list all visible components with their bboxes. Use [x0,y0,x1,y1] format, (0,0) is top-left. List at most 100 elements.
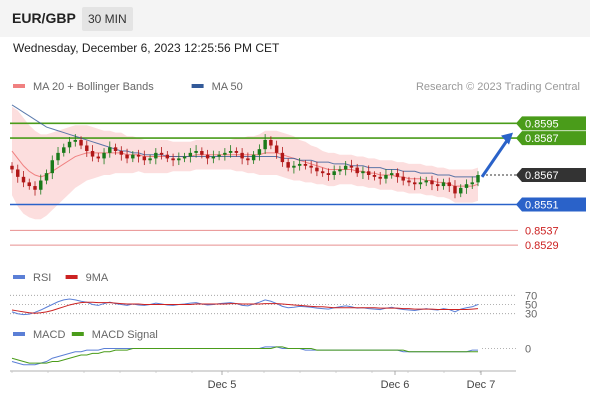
candle-body-69 [407,180,411,183]
candle-body-55 [326,173,331,175]
level-label-3: 0.8551 [525,200,559,212]
candle-body-56 [332,171,336,175]
candle-6 [44,169,49,185]
candle-body-45 [269,139,273,146]
candle-body-65 [384,175,388,179]
candle-31 [188,148,193,163]
candle-body-2 [21,176,26,183]
candle-body-15 [96,156,101,159]
rsi-legend-label-0: RSI [33,272,51,284]
candle-body-24 [148,158,152,161]
candle-22 [136,149,141,163]
candle-59 [349,159,354,173]
rsi-legend-swatch-0 [13,275,25,279]
candle-13 [85,140,89,157]
candle-body-35 [211,156,216,159]
candle-29 [177,152,181,166]
candle-67 [395,168,400,183]
timeframe-button[interactable]: 30 MIN [82,7,133,31]
candle-23 [142,150,147,166]
candle-56 [332,165,336,180]
rsi-series-1 [11,301,479,314]
candle-25 [154,148,158,165]
candle-body-42 [251,154,256,161]
candle-body-29 [177,158,181,161]
candle-body-50 [297,163,302,166]
candle-32 [194,145,198,158]
candle-body-25 [154,152,158,159]
candle-18 [113,143,118,155]
rsi-legend-label-1: 9MA [86,272,109,284]
rsi-series-0 [11,298,479,316]
candle-body-51 [303,163,308,166]
candle-33 [200,147,204,159]
candle-body-38 [228,151,233,153]
level-label-5: 0.8529 [525,240,559,252]
ma20-line [11,150,479,187]
candle-74 [436,178,440,191]
level-label-1: 0.8587 [525,133,559,145]
candle-body-54 [320,171,325,174]
candle-body-33 [200,151,204,155]
candle-37 [223,148,227,161]
candle-body-8 [56,152,60,161]
bollinger-band [12,106,478,220]
candle-19 [119,146,124,161]
level-tag-2 [516,168,586,182]
macd-legend-swatch-0 [13,332,25,336]
candle-76 [447,177,451,192]
candle-64 [378,172,382,185]
candle-45 [269,136,273,150]
candle-80 [470,176,474,190]
candle-3 [27,178,31,190]
candle-81 [476,171,480,187]
candle-2 [21,170,26,188]
candle-body-19 [119,151,124,155]
candle-body-23 [142,156,147,161]
rsi-level-label-0: 70 [525,290,537,302]
x-tick-label-1: Dec 6 [381,379,410,391]
candle-body-73 [430,180,434,185]
candle-body-71 [418,182,423,185]
candle-body-32 [194,151,198,153]
x-tick-label-2: Dec 7 [467,379,496,391]
forecast-arrow-head [501,132,513,145]
candle-body-62 [366,171,371,175]
level-tag-0 [516,116,586,131]
candle-60 [355,163,359,177]
candle-body-63 [372,175,377,177]
candle-body-17 [108,147,112,153]
candle-52 [309,160,313,174]
candle-63 [372,171,377,181]
candle-body-34 [205,154,210,159]
candle-30 [182,152,187,163]
macd-legend-swatch-1 [71,332,84,336]
legend-swatch-0 [13,84,25,88]
candle-62 [366,165,371,180]
candle-35 [211,150,216,164]
candle-body-77 [453,186,457,194]
candle-9 [62,143,66,157]
credit-text: Research © 2023 Trading Central [416,81,580,93]
price-pane: MA 20 + Bollinger Bands MA 50 0.8595 0.8587… [10,81,586,252]
candle-body-44 [263,139,267,150]
candle-24 [148,154,152,164]
candle-body-64 [378,176,382,179]
candle-14 [90,145,95,162]
level-tag-1 [516,131,586,146]
candle-66 [389,169,394,179]
candle-body-52 [309,165,313,168]
candle-36 [217,151,221,161]
candle-28 [171,153,175,167]
macd-legend-label-1: MACD Signal [92,329,158,341]
x-tick-label-0: Dec 5 [208,379,237,391]
candle-body-61 [361,171,365,174]
candle-body-60 [355,167,359,174]
candle-55 [326,168,331,181]
candle-43 [257,144,262,161]
candle-body-46 [274,145,279,153]
macd-legend-label-0: MACD [33,329,65,341]
candle-8 [56,146,60,166]
candle-body-1 [16,169,20,177]
